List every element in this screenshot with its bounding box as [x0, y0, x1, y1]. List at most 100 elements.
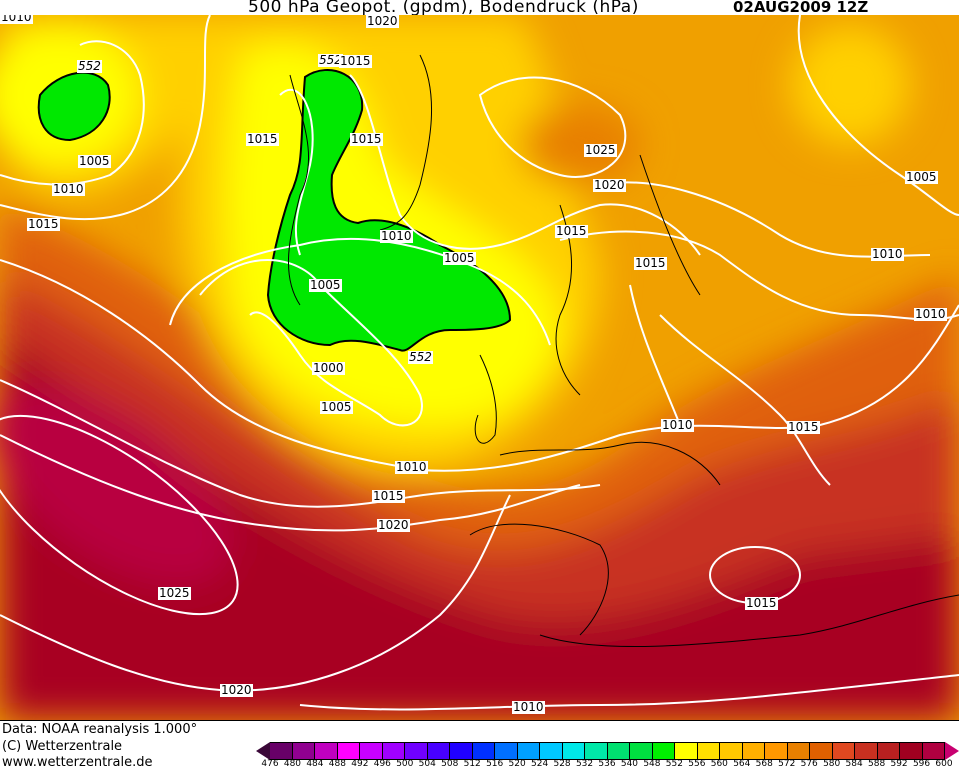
- data-source: Data: NOAA reanalysis 1.000°: [2, 722, 198, 737]
- contour-label: 1005: [78, 154, 111, 168]
- colorbar-tick-label: 564: [733, 759, 751, 769]
- colorbar-tick-label: 476: [261, 759, 279, 769]
- colorbar-tick-label: 492: [351, 759, 369, 769]
- colorbar-swatch: [472, 742, 495, 760]
- contour-label-552: 552: [408, 350, 433, 364]
- colorbar-swatch: [765, 742, 788, 760]
- contour-label: 1005: [309, 278, 342, 292]
- contour-label: 1010: [380, 229, 413, 243]
- colorbar-swatch: [720, 742, 743, 760]
- contour-label: 1005: [905, 170, 938, 184]
- colorbar-swatch: [810, 742, 833, 760]
- colorbar-swatch: [382, 742, 405, 760]
- colorbar-swatch: [405, 742, 428, 760]
- contour-label: 1010: [661, 418, 694, 432]
- contour-label: 1015: [246, 132, 279, 146]
- colorbar-swatch: [630, 742, 653, 760]
- contour-label: 1015: [350, 132, 383, 146]
- colorbar-tick-label: 560: [710, 759, 728, 769]
- contour-label: 1005: [320, 400, 353, 414]
- colorbar-swatch: [742, 742, 765, 760]
- contour-label: 1010: [871, 247, 904, 261]
- contour-label: 1025: [584, 143, 617, 157]
- colorbar-ticks: 476 480 484 488 492 496 500 504 508 512 516 520 524 5…: [261, 759, 952, 770]
- chart-title: 500 hPa Geopot. (gpdm), Bodendruck (hPa): [248, 0, 639, 17]
- colorbar-tick-label: 512: [463, 759, 481, 769]
- colorbar-tick-label: 488: [328, 759, 346, 769]
- colorbar-swatch: [855, 742, 878, 760]
- copyright: (C) Wetterzentrale: [2, 739, 123, 754]
- colorbar-swatch: [675, 742, 698, 760]
- colorbar-swatch: [292, 742, 315, 760]
- colorbar-swatch: [900, 742, 923, 760]
- contour-label: 1010: [512, 700, 545, 714]
- colorbar-tick-label: 572: [778, 759, 796, 769]
- colorbar-tick-label: 524: [531, 759, 549, 769]
- colorbar-tick-label: 508: [441, 759, 459, 769]
- valid-date: 02AUG2009 12Z: [733, 0, 869, 16]
- colorbar-swatch: [315, 742, 338, 760]
- contour-label-552: 552: [318, 53, 343, 67]
- contour-label: 1015: [787, 420, 820, 434]
- colorbar-swatch: [427, 742, 450, 760]
- colorbar-tick-label: 568: [755, 759, 773, 769]
- colorbar-tick-label: 552: [665, 759, 683, 769]
- contour-label: 1020: [366, 15, 399, 28]
- colorbar-swatch: [450, 742, 473, 760]
- website-link[interactable]: www.wetterzentrale.de: [2, 755, 153, 770]
- contour-label: 1015: [745, 596, 778, 610]
- colorbar-tick-label: 528: [553, 759, 571, 769]
- colorbar-tick-label: 496: [373, 759, 391, 769]
- colorbar-tick-label: 540: [620, 759, 639, 769]
- colorbar-swatch: [922, 742, 945, 760]
- colorbar-swatch: [360, 742, 383, 760]
- contour-label: 1015: [555, 224, 588, 238]
- colorbar-tick-label: 504: [418, 759, 436, 769]
- contour-label-552: 552: [77, 59, 102, 73]
- contour-label: 1020: [593, 178, 626, 192]
- colorbar-swatch: [562, 742, 585, 760]
- colorbar-tick-label: 600: [935, 759, 953, 769]
- 552-region-baffin: [37, 71, 111, 142]
- contour-label: 1010: [914, 307, 947, 321]
- contour-label: 1010: [395, 460, 428, 474]
- colorbar-tick-label: 596: [912, 759, 931, 769]
- contour-label: 1020: [377, 518, 410, 532]
- colorbar-tick-label: 580: [823, 759, 841, 769]
- contour-label: 1020: [220, 683, 253, 697]
- contour-label: 1025: [158, 586, 191, 600]
- colorbar-tick-label: 576: [800, 759, 818, 769]
- colorbar-swatch: [877, 742, 900, 760]
- colorbar-tick-label: 516: [486, 759, 504, 769]
- colorbar-tick-label: 532: [575, 759, 594, 769]
- contour-label: 1000: [312, 361, 345, 375]
- colorbar-swatch: [585, 742, 608, 760]
- colorbar-swatch: [517, 742, 540, 760]
- colorbar-swatch: [495, 742, 518, 760]
- contour-label: 1010: [52, 182, 85, 196]
- colorbar-tick-label: 592: [890, 759, 908, 769]
- colorbar-arrow-right: [945, 742, 959, 760]
- colorbar-swatch: [607, 742, 630, 760]
- colorbar-tick-label: 480: [283, 759, 302, 769]
- colorbar-swatch: [337, 742, 360, 760]
- colorbar: [256, 742, 959, 760]
- contour-label: 1010: [0, 15, 33, 24]
- colorbar-tick-label: 588: [868, 759, 886, 769]
- colorbar-swatch: [787, 742, 810, 760]
- colorbar-tick-label: 520: [508, 759, 526, 769]
- contour-label: 1015: [27, 217, 60, 231]
- colorbar-swatch: [832, 742, 855, 760]
- colorbar-tick-label: 584: [845, 759, 863, 769]
- colorbar-tick-label: 548: [643, 759, 661, 769]
- contour-label: 1015: [339, 54, 372, 68]
- colorbar-tick-label: 536: [598, 759, 616, 769]
- colorbar-swatch: [540, 742, 563, 760]
- colorbar-swatch: [652, 742, 675, 760]
- contour-label: 1005: [443, 251, 476, 265]
- contour-label: 1015: [372, 489, 405, 503]
- colorbar-swatch: [697, 742, 720, 760]
- colorbar-tick-label: 556: [688, 759, 706, 769]
- colorbar-arrow-left: [256, 742, 270, 760]
- contour-label: 1015: [634, 256, 667, 270]
